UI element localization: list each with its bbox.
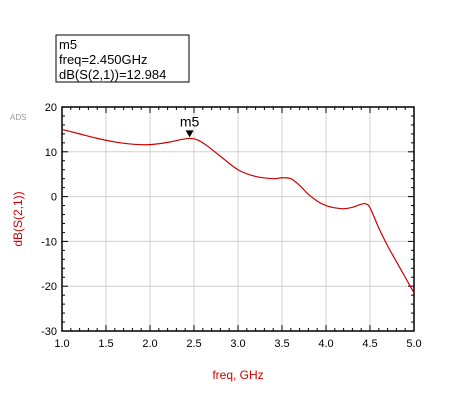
marker-readout-freq: freq=2.450GHz (59, 52, 148, 67)
x-tick-label: 3.0 (230, 338, 245, 350)
y-tick-label: -30 (41, 326, 57, 338)
y-tick-label: 20 (45, 102, 57, 114)
x-tick-label: 1.5 (98, 338, 113, 350)
x-tick-label: 2.0 (142, 338, 157, 350)
series-line-s21 (61, 128, 415, 294)
marker-readout-box: m5 freq=2.450GHz dB(S(2,1))=12.984 (55, 34, 190, 83)
marker-triangle-icon[interactable] (185, 130, 194, 138)
y-tick-label: 10 (45, 147, 57, 159)
y-tick-label: 0 (51, 192, 57, 204)
x-tick-label: 2.5 (186, 338, 201, 350)
ads-brand-label: ADS (10, 113, 26, 122)
x-tick-label: 4.5 (362, 338, 377, 350)
y-tick-label: -20 (41, 281, 57, 293)
x-tick-label: 4.0 (318, 338, 333, 350)
marker-m5[interactable]: m5 (180, 113, 200, 138)
axis-ticks (61, 106, 415, 332)
y-tick-labels: 20 10 0 -10 -20 -30 (41, 102, 57, 338)
y-axis-title: dB(S(2,1)) (11, 191, 25, 246)
marker-readout-value: dB(S(2,1))=12.984 (59, 67, 166, 82)
x-tick-label: 3.5 (274, 338, 289, 350)
marker-readout-name: m5 (59, 37, 77, 52)
x-axis-title: freq, GHz (212, 368, 263, 382)
grid-lines (62, 107, 414, 331)
y-tick-label: -10 (41, 236, 57, 248)
x-tick-label: 5.0 (406, 338, 421, 350)
marker-label: m5 (180, 113, 200, 129)
x-tick-label: 1.0 (54, 338, 69, 350)
x-tick-labels: 1.0 1.5 2.0 2.5 3.0 3.5 4.0 4.5 5.0 (54, 338, 421, 350)
